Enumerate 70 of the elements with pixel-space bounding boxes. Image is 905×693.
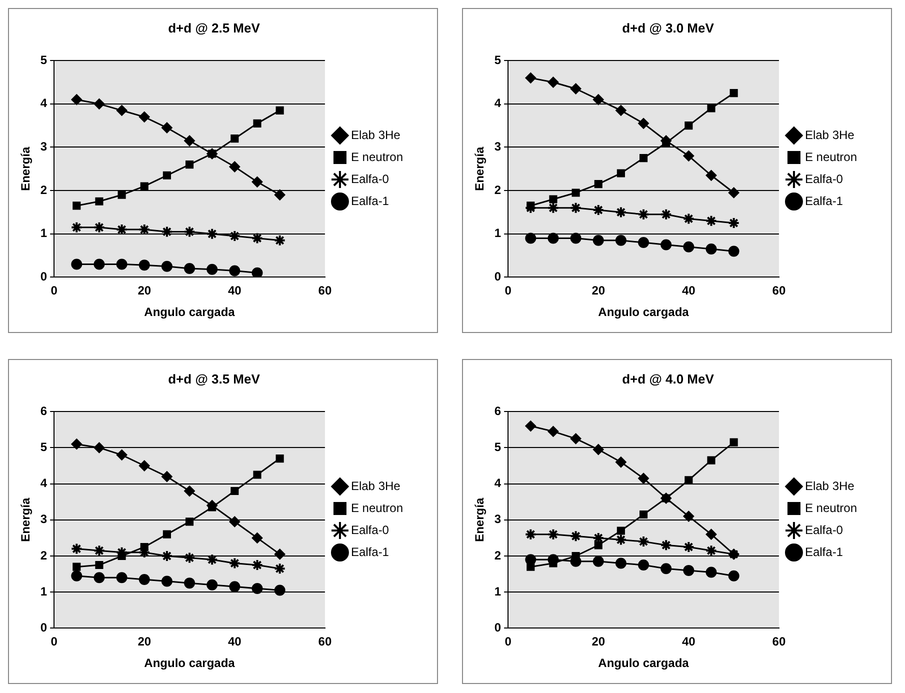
x-tick-label: 20 [592, 634, 606, 649]
y-tick-label: 3 [494, 140, 502, 154]
x-tick-label: 0 [504, 634, 512, 649]
x-tick-label: 20 [138, 284, 152, 298]
legend-label: Ealfa-0 [350, 172, 390, 186]
legend-label: E neutron [350, 500, 404, 515]
x-axis-title: Angulo cargada [598, 305, 690, 320]
y-axis-title: Energía [18, 498, 33, 542]
y-tick-label: 2 [494, 548, 502, 562]
chart-title: d+d @ 3.0 MeV [622, 20, 714, 36]
y-tick-label: 2 [494, 182, 502, 197]
legend-label: E neutron [804, 500, 858, 515]
y-tick-label: 5 [40, 440, 48, 454]
chart-title: d+d @ 2.5 MeV [168, 20, 260, 36]
legend-label: E neutron [804, 150, 858, 164]
y-tick-label: 3 [40, 512, 48, 526]
legend-label: Ealfa-1 [804, 194, 844, 208]
x-tick-label: 0 [50, 634, 58, 649]
y-tick-label: 4 [40, 476, 48, 490]
legend-label: E neutron [350, 150, 404, 164]
x-axis-title: Angulo cargada [598, 656, 690, 670]
chart-title: d+d @ 4.0 MeV [622, 371, 714, 386]
y-tick-label: 0 [494, 620, 502, 635]
legend-label: Ealfa-0 [804, 522, 844, 537]
y-axis-title: Energía [472, 146, 487, 191]
y-tick-label: 0 [40, 270, 48, 284]
y-tick-label: 0 [40, 620, 48, 635]
legend-label: Ealfa-0 [350, 522, 390, 537]
x-tick-label: 40 [228, 634, 242, 649]
y-tick-label: 3 [494, 512, 502, 526]
x-tick-label: 40 [228, 284, 242, 298]
legend-label: Ealfa-1 [350, 544, 390, 559]
y-tick-label: 1 [40, 584, 48, 598]
y-tick-label: 4 [494, 476, 502, 490]
y-tick-label: 5 [494, 52, 502, 67]
legend-label: Ealfa-1 [350, 194, 390, 208]
legend-label: Elab 3He [804, 128, 855, 142]
x-tick-label: 60 [772, 634, 786, 649]
legend-label: Elab 3He [804, 478, 855, 493]
y-tick-label: 4 [40, 96, 48, 110]
x-tick-label: 20 [138, 634, 152, 649]
y-tick-label: 1 [494, 226, 502, 240]
x-tick-label: 0 [504, 284, 512, 298]
y-axis-title: Energía [472, 498, 487, 542]
y-tick-label: 5 [494, 440, 502, 454]
y-tick-label: 3 [40, 140, 48, 154]
y-tick-label: 1 [494, 584, 502, 598]
y-tick-label: 6 [40, 404, 48, 418]
x-tick-label: 60 [772, 284, 786, 298]
y-axis-title: Energía [18, 146, 33, 191]
y-tick-label: 1 [40, 226, 48, 240]
x-tick-label: 0 [50, 284, 58, 298]
legend-label: Elab 3He [350, 128, 401, 142]
x-tick-label: 60 [318, 634, 332, 649]
x-axis-title: Angulo cargada [144, 305, 236, 320]
x-tick-label: 40 [682, 284, 696, 298]
y-tick-label: 2 [40, 182, 48, 197]
legend-label: Ealfa-1 [804, 544, 844, 559]
x-tick-label: 20 [592, 284, 606, 298]
chart-title: d+d @ 3.5 MeV [168, 371, 260, 386]
x-axis-title: Angulo cargada [144, 656, 236, 670]
y-tick-label: 0 [494, 270, 502, 284]
y-tick-label: 4 [494, 96, 502, 110]
y-tick-label: 6 [494, 404, 502, 418]
legend-label: Elab 3He [350, 478, 401, 493]
y-tick-label: 5 [40, 52, 48, 67]
x-tick-label: 60 [318, 284, 332, 298]
legend-label: Ealfa-0 [804, 172, 844, 186]
y-tick-label: 2 [40, 548, 48, 562]
x-tick-label: 40 [682, 634, 696, 649]
